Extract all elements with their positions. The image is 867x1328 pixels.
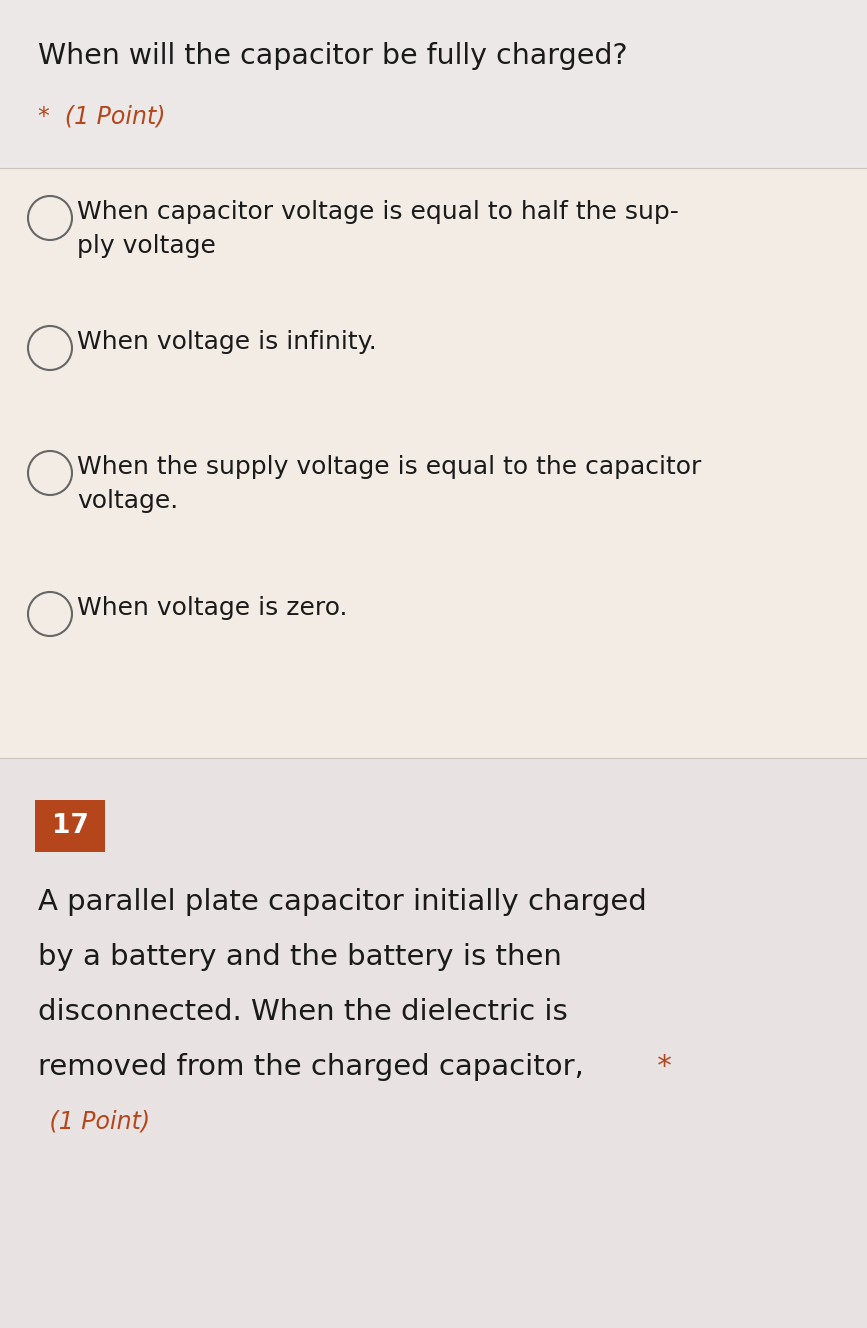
Text: When capacitor voltage is equal to half the sup-
ply voltage: When capacitor voltage is equal to half … [77, 201, 679, 259]
FancyBboxPatch shape [0, 0, 867, 169]
Text: *: * [648, 1053, 672, 1081]
Circle shape [28, 197, 72, 240]
FancyBboxPatch shape [35, 799, 105, 853]
Circle shape [28, 452, 72, 495]
Text: removed from the charged capacitor,: removed from the charged capacitor, [38, 1053, 583, 1081]
Text: by a battery and the battery is then: by a battery and the battery is then [38, 943, 562, 971]
Text: 17: 17 [51, 813, 88, 839]
Text: (1 Point): (1 Point) [42, 1110, 150, 1134]
Text: A parallel plate capacitor initially charged: A parallel plate capacitor initially cha… [38, 888, 647, 916]
Text: *  (1 Point): * (1 Point) [38, 105, 166, 129]
Text: When the supply voltage is equal to the capacitor
voltage.: When the supply voltage is equal to the … [77, 456, 701, 514]
Text: When voltage is infinity.: When voltage is infinity. [77, 329, 377, 355]
Text: When will the capacitor be fully charged?: When will the capacitor be fully charged… [38, 42, 628, 70]
FancyBboxPatch shape [0, 758, 867, 1328]
Circle shape [28, 592, 72, 636]
Circle shape [28, 325, 72, 371]
Text: When voltage is zero.: When voltage is zero. [77, 596, 348, 620]
Text: disconnected. When the dielectric is: disconnected. When the dielectric is [38, 999, 568, 1027]
FancyBboxPatch shape [0, 169, 867, 758]
